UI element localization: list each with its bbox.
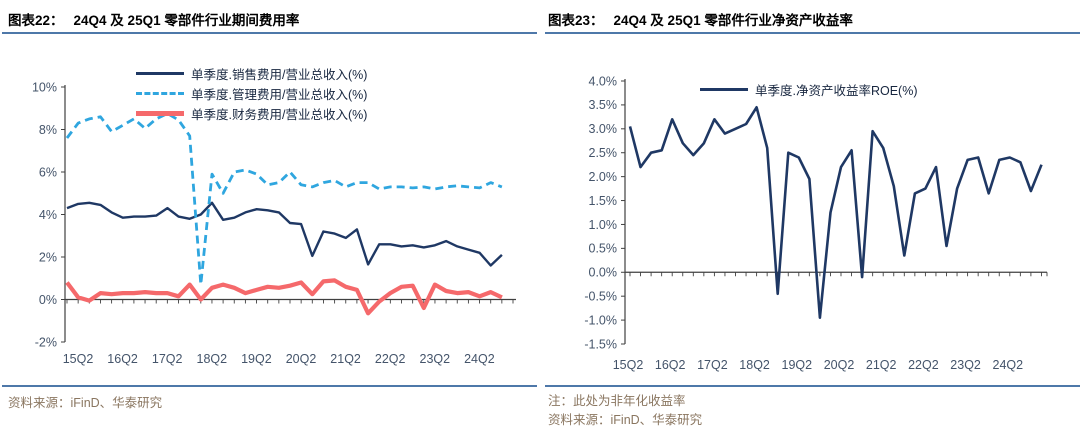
y-tick-label: -2% [35, 335, 57, 349]
series-line-0 [628, 105, 1043, 320]
x-tick-label: 16Q2 [655, 358, 686, 372]
y-tick-label: 6% [39, 165, 57, 179]
series-line-0 [66, 201, 503, 267]
y-tick-label: 2.5% [589, 146, 618, 160]
y-tick-label: 8% [39, 123, 57, 137]
footer-rule [545, 385, 1080, 387]
figure-title-text: 24Q4 及 25Q1 零部件行业期间费用率 [73, 13, 300, 28]
figure-label: 图表22： [8, 13, 64, 28]
series-line-1 [65, 112, 503, 287]
x-tick-label: 19Q2 [241, 352, 272, 366]
y-tick-label: 4.0% [589, 74, 618, 88]
x-tick-label: 19Q2 [782, 358, 813, 372]
footer-rule [2, 385, 537, 387]
figure-label: 图表23： [548, 13, 604, 28]
title-rule [545, 32, 1080, 34]
legend-item-sales-expense: 单季度.销售费用/营业总收入(%) [136, 63, 367, 83]
x-tick-label: 17Q2 [152, 352, 183, 366]
legend-item-admin-expense: 单季度.管理费用/营业总收入(%) [136, 83, 367, 103]
legend-item-finance-expense: 单季度.财务费用/营业总收入(%) [136, 103, 367, 123]
x-tick-label: 16Q2 [107, 352, 138, 366]
legend-item-roe: 单季度.净资产收益率ROE(%) [700, 79, 918, 99]
y-tick-label: 0.5% [589, 242, 618, 256]
figure-roe: 图表23： 24Q4 及 25Q1 零部件行业净资产收益率 4.0% 3.5% 3.0… [540, 0, 1080, 436]
axes: 10% 8% 6% 4% 2% 0% -2% 15Q2 16Q2 17Q2 18Q2 19Q2 20Q2… [32, 80, 516, 366]
source-note: 资料来源：iFinD、华泰研究 [548, 413, 703, 427]
x-tick-label: 15Q2 [63, 352, 94, 366]
roe-chart-svg: 4.0% 3.5% 3.0% 2.5% 2.0% 1.5% 1.0% 0.5% 0.0% -0.5… [584, 74, 1048, 372]
y-tick-label: 4% [39, 208, 57, 222]
figure-expense-ratio: 图表22： 24Q4 及 25Q1 零部件行业期间费用率 10% 8% 6% 4% 2% 0… [0, 9, 540, 410]
legend-label: 单季度.财务费用/营业总收入(%) [191, 107, 368, 122]
x-tick-label: 20Q2 [286, 352, 317, 366]
x-tick-label: 18Q2 [197, 352, 228, 366]
y-tick-label: 2.0% [589, 170, 618, 184]
figure-title-text: 24Q4 及 25Q1 零部件行业净资产收益率 [613, 13, 853, 28]
y-tick-label: 3.5% [589, 98, 618, 112]
roe-chart: 4.0% 3.5% 3.0% 2.5% 2.0% 1.5% 1.0% 0.5% 0.0% -0.5… [540, 55, 1080, 377]
dashed-line-swatch-icon [136, 91, 184, 95]
legend-label: 单季度.销售费用/营业总收入(%) [191, 67, 368, 82]
x-tick-label: 23Q2 [950, 358, 981, 372]
red-line-swatch-icon [136, 110, 184, 116]
y-tick-label: 3.0% [589, 122, 618, 136]
axes: 4.0% 3.5% 3.0% 2.5% 2.0% 1.5% 1.0% 0.5% 0.0% -0.5… [584, 74, 1048, 372]
expense-chart-legend: 单季度.销售费用/营业总收入(%) 单季度.管理费用/营业总收入(%) 单季度.… [136, 63, 367, 123]
x-tick-label: 24Q2 [993, 358, 1024, 372]
x-tick-label: 22Q2 [375, 352, 406, 366]
y-tick-label: 10% [32, 80, 57, 94]
roe-chart-legend: 单季度.净资产收益率ROE(%) [700, 79, 918, 99]
x-tick-label: 23Q2 [420, 352, 451, 366]
figure-title: 图表23： 24Q4 及 25Q1 零部件行业净资产收益率 [548, 9, 1074, 29]
x-tick-label: 22Q2 [908, 358, 939, 372]
x-tick-label: 15Q2 [613, 358, 644, 372]
annualization-note: 注：此处为非年化收益率 [548, 394, 686, 408]
y-tick-label: 0.0% [589, 266, 618, 280]
x-tick-label: 18Q2 [739, 358, 770, 372]
navy-line-swatch-icon [136, 71, 184, 75]
y-tick-label: 2% [39, 250, 57, 264]
y-tick-label: -1.5% [584, 337, 617, 351]
source-note: 资料来源：iFinD、华泰研究 [8, 396, 163, 410]
y-tick-label: -0.5% [584, 289, 617, 303]
x-tick-label: 17Q2 [697, 358, 728, 372]
x-tick-label: 21Q2 [330, 352, 361, 366]
y-tick-label: 1.5% [589, 194, 618, 208]
x-tick-label: 21Q2 [866, 358, 897, 372]
expense-ratio-chart: 10% 8% 6% 4% 2% 0% -2% 15Q2 16Q2 17Q2 18Q2 19Q2 20Q2… [0, 55, 540, 377]
expense-ratio-chart-svg: 10% 8% 6% 4% 2% 0% -2% 15Q2 16Q2 17Q2 18Q2 19Q2 20Q2… [32, 80, 516, 366]
x-tick-label: 24Q2 [464, 352, 495, 366]
figure-title: 图表22： 24Q4 及 25Q1 零部件行业期间费用率 [8, 9, 534, 29]
x-tick-label: 20Q2 [824, 358, 855, 372]
navy-line-swatch-icon [700, 87, 748, 91]
y-tick-label: 0% [39, 293, 57, 307]
legend-label: 单季度.管理费用/营业总收入(%) [191, 87, 368, 102]
y-tick-label: 1.0% [589, 218, 618, 232]
y-tick-label: -1.0% [584, 313, 617, 327]
legend-label: 单季度.净资产收益率ROE(%) [755, 83, 918, 98]
title-rule [2, 32, 537, 34]
series-line-2 [65, 278, 503, 316]
